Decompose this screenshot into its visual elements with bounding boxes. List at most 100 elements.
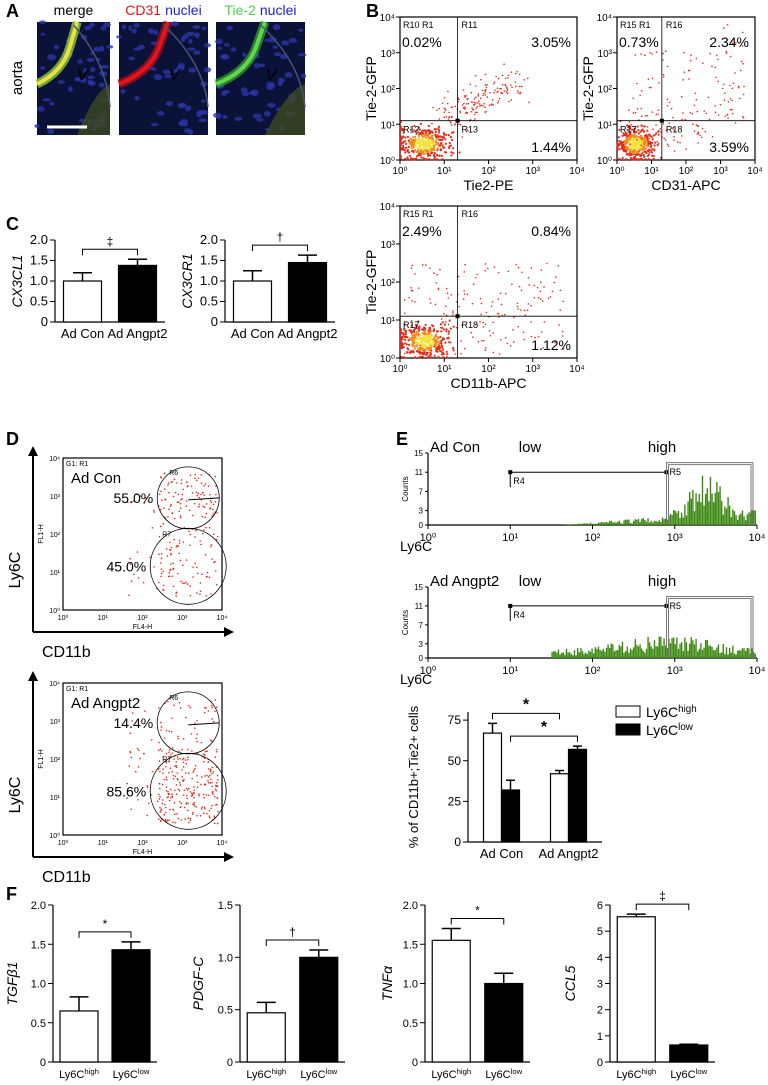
- event: [446, 292, 449, 295]
- histogram-bin: [589, 522, 592, 525]
- event: [509, 345, 512, 347]
- event: [214, 756, 217, 758]
- histogram-bin: [692, 489, 694, 525]
- event: [447, 116, 450, 119]
- inner-x-label: FL4-H: [133, 624, 152, 631]
- event: [413, 129, 416, 132]
- event: [174, 821, 176, 824]
- x-tick-label: 10²: [481, 166, 496, 177]
- event: [639, 158, 642, 161]
- event: [177, 817, 180, 820]
- event: [667, 145, 670, 147]
- event: [642, 125, 644, 127]
- event: [709, 52, 711, 55]
- event: [216, 785, 219, 788]
- y-tick-label: 7: [419, 487, 424, 496]
- y-tick-label: 0.5: [200, 294, 218, 309]
- event: [549, 296, 552, 298]
- event: [215, 804, 217, 806]
- event: [437, 342, 441, 346]
- event: [165, 806, 167, 809]
- event: [194, 473, 196, 476]
- event: [172, 567, 175, 570]
- event: [559, 289, 562, 292]
- x-axis-label: Tie2-PE: [463, 177, 513, 193]
- nucleus: [253, 62, 261, 69]
- histogram-bin: [626, 519, 628, 525]
- event: [198, 496, 201, 499]
- event: [192, 771, 195, 773]
- event: [451, 115, 453, 118]
- event: [651, 148, 654, 151]
- event: [697, 131, 700, 134]
- histogram-bin: [693, 644, 696, 658]
- event: [430, 324, 434, 327]
- histogram-bin: [572, 655, 574, 658]
- x-tick-label-part: Ly6C: [113, 1069, 138, 1081]
- event: [130, 756, 133, 759]
- event: [653, 148, 656, 151]
- event: [721, 87, 724, 90]
- event: [506, 88, 509, 90]
- event: [634, 138, 637, 141]
- histogram-bin: [599, 649, 601, 658]
- histogram-bin: [589, 651, 592, 658]
- event: [484, 269, 487, 272]
- event: [484, 94, 487, 96]
- event: [181, 758, 184, 761]
- event: [634, 111, 637, 114]
- event: [448, 115, 451, 118]
- event: [198, 794, 200, 797]
- event: [734, 122, 737, 124]
- event: [423, 139, 426, 142]
- event: [441, 351, 445, 354]
- x-tick-label: 10¹: [502, 665, 518, 677]
- event: [541, 331, 543, 333]
- event: [412, 351, 415, 354]
- event: [629, 130, 632, 133]
- event: [129, 563, 132, 565]
- nucleus: [120, 88, 126, 94]
- event: [438, 118, 441, 120]
- event: [196, 814, 198, 817]
- event: [729, 108, 732, 111]
- event: [433, 145, 436, 149]
- event: [195, 529, 197, 532]
- event: [429, 327, 432, 330]
- y-tick-label: 25: [448, 794, 462, 808]
- event: [450, 151, 453, 154]
- event: [185, 787, 188, 790]
- event: [507, 270, 510, 273]
- event: [723, 99, 726, 101]
- event: [621, 156, 624, 160]
- autofluorescence: [264, 84, 305, 135]
- event: [632, 97, 634, 99]
- event: [214, 475, 217, 478]
- y-tick-label: 0: [419, 654, 424, 663]
- event: [429, 342, 433, 346]
- event: [658, 81, 660, 84]
- event: [408, 329, 411, 332]
- event: [438, 154, 441, 157]
- event: [405, 343, 409, 346]
- event: [192, 566, 194, 568]
- event: [450, 124, 453, 126]
- event: [562, 348, 565, 350]
- x-tick-label: 10¹: [98, 840, 109, 847]
- event: [416, 344, 419, 347]
- event: [434, 341, 438, 345]
- event: [542, 347, 544, 349]
- event: [472, 336, 474, 339]
- event: [195, 566, 198, 569]
- histogram-bin: [640, 519, 643, 525]
- x-tick-label: 10²: [137, 615, 148, 622]
- event: [689, 111, 692, 114]
- event: [159, 770, 161, 773]
- event: [630, 139, 633, 142]
- event: [207, 776, 210, 778]
- event: [187, 772, 190, 774]
- event: [401, 127, 404, 131]
- event: [212, 513, 215, 515]
- nucleus: [98, 45, 105, 52]
- event: [399, 155, 402, 158]
